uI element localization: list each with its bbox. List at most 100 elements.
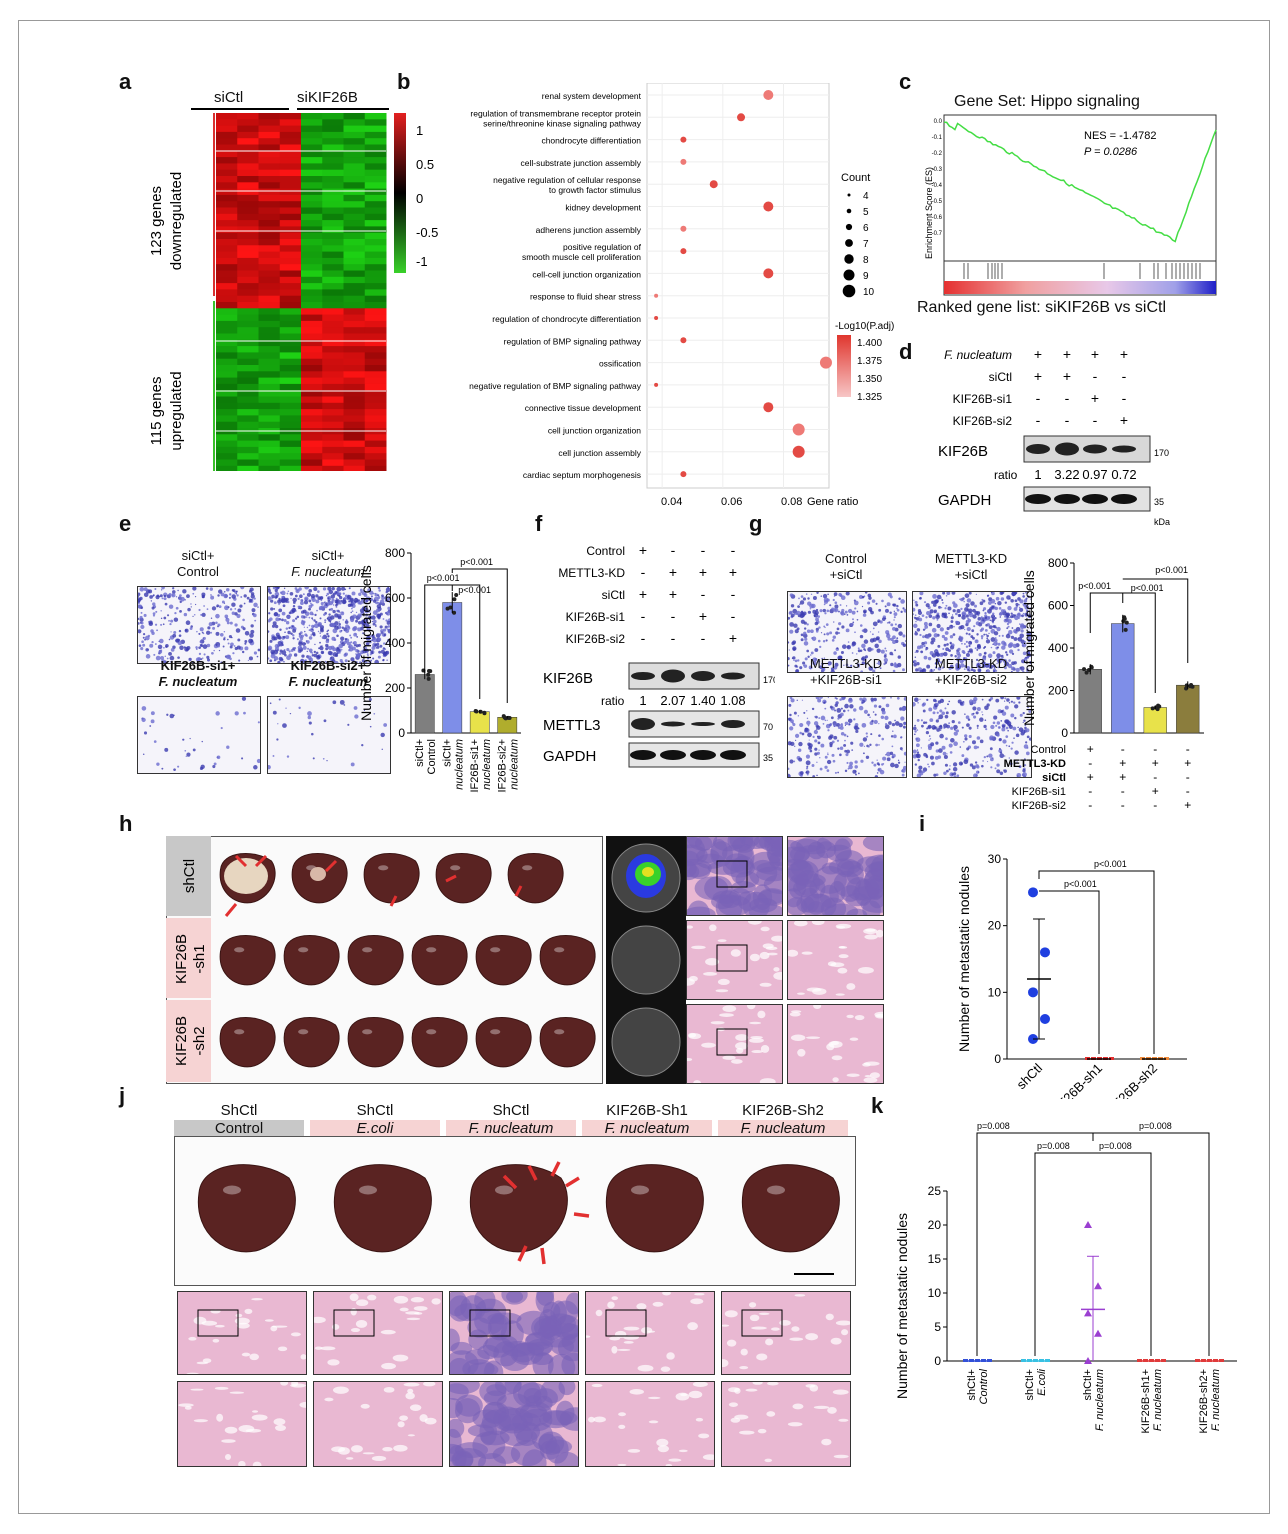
figure-frame: a siCtl siKIF26B 1 0.5 0 -0.5 -1 123 gen… — [18, 20, 1270, 1514]
band — [1026, 444, 1050, 454]
p-label: p<0.001 — [460, 557, 493, 567]
heatmap-cell — [364, 459, 387, 467]
liver-highlight — [767, 1185, 785, 1195]
heatmap-cell — [216, 371, 238, 379]
heatmap-cell — [343, 264, 366, 271]
condition-mark: - — [1121, 798, 1125, 812]
heatmap-cell — [364, 245, 387, 253]
go-term: cell junction organization — [548, 426, 641, 436]
count-legend-dot — [845, 223, 853, 231]
data-point — [1040, 947, 1050, 958]
heatmap-cell — [343, 194, 366, 202]
liver-j — [197, 1161, 840, 1275]
heatmap-cell — [364, 194, 387, 202]
data-point — [454, 592, 459, 597]
y-tick-label: 0 — [994, 1052, 1001, 1066]
heatmap-cell — [343, 201, 366, 208]
heatmap-cell — [279, 289, 302, 297]
heatmap-cell — [322, 390, 344, 397]
red-arrow — [389, 895, 398, 907]
heatmap-cell — [237, 194, 259, 202]
heatmap-cell — [279, 276, 302, 284]
heatmap-cell — [322, 440, 344, 448]
micrograph-label-1: Control — [825, 551, 867, 566]
y-axis-label: Number of metastatic nodules — [894, 1213, 910, 1399]
heatmap-cell — [343, 421, 366, 429]
heatmap-cell — [258, 314, 281, 322]
y-tick-label: 10 — [928, 1286, 942, 1300]
heatmap-cell — [343, 188, 366, 196]
heatmap-cell — [322, 276, 344, 284]
sig-bracket — [1039, 890, 1100, 1054]
ratio-value: 3.22 — [1054, 467, 1079, 482]
heatmap-cell — [364, 396, 387, 404]
heatmap-cell — [258, 308, 281, 316]
red-arrow — [573, 1212, 590, 1218]
heatmap-cell — [343, 402, 366, 410]
heatmap: 1 0.5 0 -0.5 -1 — [191, 108, 438, 471]
histology — [585, 1291, 715, 1375]
heatmap-cell — [216, 264, 238, 271]
heatmap-cell — [237, 144, 259, 152]
gsea-y-tick: -0.3 — [932, 167, 943, 173]
data-point — [473, 708, 478, 713]
heatmap-cell — [216, 213, 238, 221]
heatmap-cell — [258, 453, 281, 460]
data-point — [1084, 1221, 1092, 1228]
data-point — [1040, 1014, 1050, 1024]
heatmap-cell — [237, 371, 259, 379]
heatmap-cell — [258, 257, 281, 265]
heatmap-cell — [322, 201, 344, 208]
band-label: KIF26B — [938, 443, 988, 460]
go-dot — [654, 293, 659, 298]
band — [630, 750, 656, 760]
y-tick-label: 10 — [988, 985, 1002, 999]
nes: NES = -1.4782 — [1084, 130, 1156, 142]
heatmap-cell — [322, 352, 344, 360]
heatmap-cell — [322, 402, 344, 410]
ratio-value: 1 — [1034, 467, 1041, 482]
micrograph-label-2: F. nucleatum — [288, 674, 368, 689]
heatmap-cell — [301, 339, 323, 347]
condition-mark: - — [1153, 798, 1157, 812]
heatmap-cell — [216, 302, 238, 309]
heatmap-cell — [343, 232, 366, 240]
heatmap-cell — [322, 283, 344, 290]
heatmap-cell — [364, 125, 387, 133]
heatmap-cell — [216, 396, 238, 404]
row-group-1-line2: downregulated — [168, 172, 185, 270]
heatmap-cell — [364, 188, 387, 196]
heatmap-cell — [279, 421, 302, 429]
heatmap-cell — [216, 446, 238, 454]
panel-label-d: d — [899, 339, 913, 364]
band — [1111, 494, 1137, 504]
heatmap-cell — [279, 182, 302, 190]
heatmap-cell — [364, 251, 387, 259]
heatmap-cell — [322, 213, 344, 221]
micrograph-label-2: +siCtl — [829, 567, 863, 582]
heatmap-cell — [322, 150, 344, 158]
heatmap-cell — [301, 182, 323, 190]
heatmap-cell — [364, 383, 387, 391]
histology-zoom — [449, 1381, 579, 1467]
heatmap-cell — [343, 346, 366, 353]
go-dot — [763, 268, 774, 279]
heatmap-cell — [322, 446, 344, 454]
y-tick-label: 5 — [934, 1320, 941, 1334]
heatmap-cell — [301, 251, 323, 259]
heatmap-cell — [364, 446, 387, 454]
gsea-plot: NES = -1.4782 P = 0.0286 0.0 -0.1 -0.2 -0.3… — [924, 114, 1217, 296]
go-term: cell-cell junction organization — [532, 269, 641, 279]
go-term: to growth factor stimulus — [549, 185, 641, 195]
scale-tick: 0 — [416, 191, 423, 206]
go-term: ossification — [599, 359, 641, 369]
tumor — [310, 867, 326, 881]
heatmap-cell — [364, 333, 387, 341]
heatmap-cell — [364, 434, 387, 442]
heatmap-cell — [279, 113, 302, 120]
x-category: KIF26B-si1+ — [469, 739, 481, 793]
heatmap-cell — [279, 131, 302, 139]
heatmap-cell — [301, 346, 323, 353]
go-dot — [680, 136, 687, 143]
bar — [1111, 623, 1135, 734]
